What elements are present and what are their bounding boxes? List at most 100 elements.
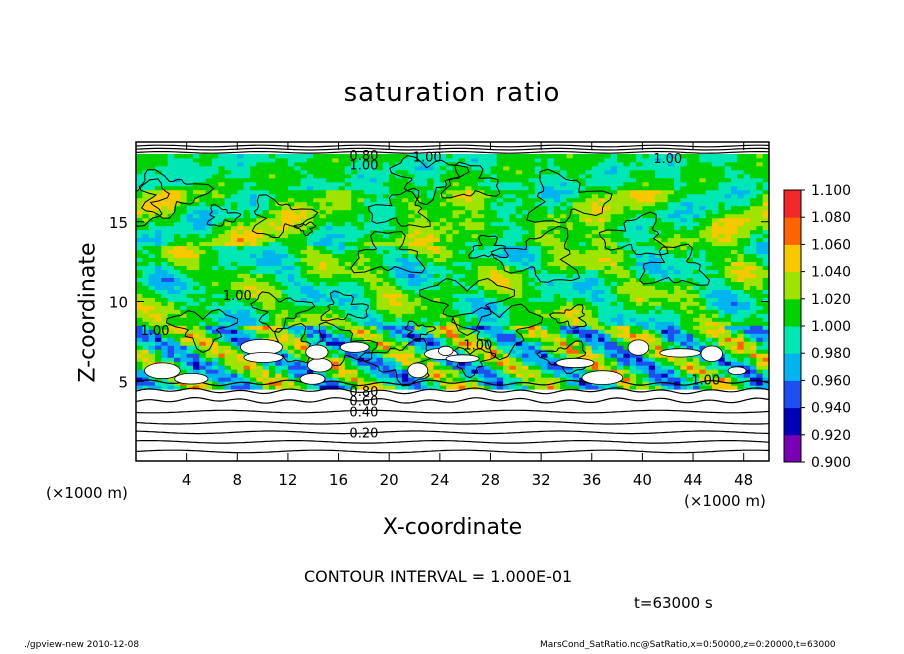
heatmap-cell	[756, 265, 764, 270]
heatmap-cell	[300, 301, 308, 306]
heatmap-cell	[154, 297, 162, 302]
heatmap-cell	[522, 317, 529, 322]
heatmap-cell	[332, 217, 339, 223]
heatmap-cell	[503, 377, 510, 382]
heatmap-cell	[465, 321, 472, 326]
heatmap-cell	[408, 241, 415, 247]
heatmap-cell	[319, 273, 327, 278]
heatmap-cell	[344, 305, 352, 310]
heatmap-cell	[737, 189, 745, 195]
heatmap-cell	[750, 257, 757, 263]
heatmap-cell	[306, 233, 314, 239]
heatmap-cell	[724, 241, 732, 247]
heatmap-cell	[173, 321, 181, 326]
heatmap-cell	[363, 325, 371, 330]
heatmap-cell	[705, 245, 713, 251]
heatmap-cell	[629, 269, 637, 274]
heatmap-cell	[465, 349, 472, 354]
heatmap-cell	[699, 189, 707, 195]
heatmap-cell	[376, 369, 384, 374]
heatmap-cell	[262, 281, 270, 286]
heatmap-cell	[623, 301, 631, 306]
heatmap-cell	[623, 285, 631, 290]
heatmap-cell	[237, 225, 245, 231]
heatmap-cell	[655, 357, 662, 362]
heatmap-cell	[705, 225, 713, 231]
heatmap-cell	[237, 381, 245, 386]
heatmap-cell	[490, 317, 498, 322]
heatmap-cell	[344, 333, 352, 338]
heatmap-cell	[237, 341, 245, 346]
heatmap-cell	[363, 333, 371, 338]
heatmap-cell	[693, 309, 700, 314]
heatmap-cell	[553, 229, 561, 235]
heatmap-cell	[572, 273, 580, 278]
heatmap-cell	[325, 261, 333, 267]
heatmap-cell	[731, 245, 738, 251]
heatmap-cell	[306, 305, 314, 310]
heatmap-cell	[376, 321, 384, 326]
heatmap-cell	[161, 225, 169, 231]
heatmap-cell	[338, 381, 346, 386]
heatmap-cell	[465, 257, 472, 263]
heatmap-cell	[743, 345, 751, 350]
heatmap-cell	[427, 281, 434, 286]
heatmap-cell	[218, 241, 226, 247]
heatmap-cell	[623, 217, 631, 223]
heatmap-cell	[161, 289, 169, 294]
heatmap-cell	[192, 325, 200, 330]
heatmap-cell	[192, 257, 200, 263]
heatmap-cell	[471, 341, 479, 346]
heatmap-cell	[693, 213, 700, 219]
heatmap-cell	[192, 281, 200, 286]
heatmap-cell	[604, 297, 612, 302]
heatmap-cell	[325, 317, 333, 322]
heatmap-cell	[325, 357, 333, 362]
heatmap-cell	[465, 265, 472, 270]
heatmap-cell	[629, 357, 637, 362]
heatmap-cell	[218, 229, 226, 235]
heatmap-cell	[401, 321, 409, 326]
heatmap-cell	[604, 313, 612, 318]
heatmap-cell	[585, 277, 593, 282]
heatmap-cell	[357, 277, 365, 282]
heatmap-cell	[490, 225, 498, 231]
heatmap-cell	[610, 369, 618, 374]
heatmap-cell	[173, 257, 181, 263]
heatmap-cell	[750, 369, 757, 374]
heatmap-cell	[414, 325, 422, 330]
heatmap-cell	[319, 189, 327, 195]
heatmap-cell	[433, 289, 441, 294]
heatmap-cell	[363, 245, 371, 251]
heatmap-cell	[534, 369, 542, 374]
heatmap-cell	[731, 285, 738, 290]
heatmap-cell	[705, 253, 713, 259]
heatmap-cell	[300, 217, 308, 223]
heatmap-cell	[148, 353, 156, 358]
heatmap-cell	[585, 249, 593, 255]
heatmap-cell	[743, 197, 751, 203]
heatmap-cell	[167, 301, 175, 306]
heatmap-cell	[528, 197, 536, 203]
heatmap-cell	[205, 377, 213, 382]
heatmap-cell	[553, 261, 561, 267]
heatmap-cell	[674, 265, 681, 270]
heatmap-cell	[154, 273, 162, 278]
heatmap-cell	[332, 205, 339, 211]
heatmap-cell	[433, 309, 441, 314]
heatmap-cell	[256, 253, 263, 259]
heatmap-cell	[433, 297, 441, 302]
heatmap-cell	[496, 365, 504, 370]
heatmap-cell	[541, 189, 548, 195]
heatmap-cell	[224, 385, 232, 390]
heatmap-cell	[585, 285, 593, 290]
heatmap-cell	[471, 369, 479, 374]
heatmap-cell	[522, 349, 529, 354]
heatmap-cell	[136, 361, 143, 366]
heatmap-cell	[566, 301, 574, 306]
heatmap-cell	[560, 249, 567, 255]
heatmap-cell	[591, 221, 599, 227]
heatmap-cell	[465, 249, 472, 255]
heatmap-cell	[420, 209, 428, 215]
heatmap-cell	[712, 253, 719, 259]
